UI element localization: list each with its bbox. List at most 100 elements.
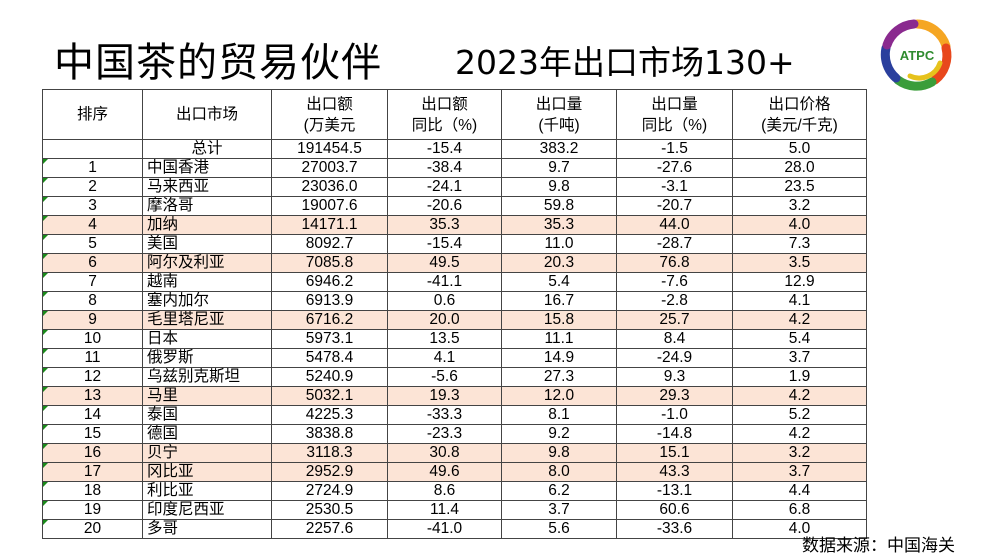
market-text: 越南	[147, 273, 179, 291]
rank-text: 7	[88, 273, 97, 291]
table-row: 6 阿尔及利亚 7085.8 49.5 20.3 76.8 3.5	[42, 253, 867, 273]
cell-rank: 13	[42, 386, 143, 406]
header-line: 同比（%)	[641, 116, 708, 134]
market-text: 马来西亚	[147, 178, 210, 196]
cell-price: 28.0	[732, 158, 867, 178]
value-yoy-text: -24.1	[426, 178, 463, 196]
volume-text: 5.6	[548, 520, 570, 538]
volume-text: 12.0	[543, 387, 575, 405]
price-text: 7.3	[788, 235, 811, 253]
value-yoy-text: -33.3	[426, 406, 463, 424]
total-value-yoy: -15.4	[387, 139, 502, 159]
volume-yoy-text: -2.8	[661, 292, 688, 310]
cell-value: 5973.1	[271, 329, 388, 349]
cell-marker-icon	[43, 425, 48, 430]
cell-marker-icon	[43, 330, 48, 335]
value-text: 4225.3	[305, 406, 354, 424]
market-text: 泰国	[147, 406, 179, 424]
cell-rank: 8	[42, 291, 143, 311]
cell-price: 12.9	[732, 272, 867, 292]
price-text: 3.7	[788, 349, 811, 367]
cell-price: 1.9	[732, 367, 867, 387]
cell-value-yoy: 11.4	[387, 500, 502, 520]
table-total-row: 总计 191454.5 -15.4 383.2 -1.5 5.0	[42, 139, 867, 159]
price-text: 23.5	[784, 178, 815, 196]
cell-market: 阿尔及利亚	[142, 253, 272, 273]
cell-volume-yoy: -13.1	[616, 481, 733, 501]
cell-price: 4.0	[732, 519, 867, 539]
volume-text: 9.7	[548, 159, 570, 177]
cell-value: 23036.0	[271, 177, 388, 197]
slide-subtitle: 2023年出口市场130+	[455, 43, 795, 82]
cell-price: 6.8	[732, 500, 867, 520]
cell-rank: 19	[42, 500, 143, 520]
total-price: 5.0	[732, 139, 867, 159]
table-row: 19 印度尼西亚 2530.5 11.4 3.7 60.6 6.8	[42, 500, 867, 520]
cell-value-yoy: -41.0	[387, 519, 502, 539]
cell-rank: 6	[42, 253, 143, 273]
cell-price: 4.2	[732, 424, 867, 444]
cell-value-yoy: 4.1	[387, 348, 502, 368]
volume-yoy-text: -27.6	[656, 159, 693, 177]
market-text: 加纳	[147, 216, 179, 234]
market-text: 马里	[147, 387, 179, 405]
cell-value-yoy: -41.1	[387, 272, 502, 292]
cell-price: 3.7	[732, 462, 867, 482]
volume-yoy-text: 43.3	[659, 463, 690, 481]
price-text: 3.2	[788, 444, 811, 462]
cell-price: 3.2	[732, 443, 867, 463]
header-value: 出口额 (万美元	[271, 89, 388, 140]
cell-price: 3.7	[732, 348, 867, 368]
price-text: 5.2	[788, 406, 811, 424]
table-row: 15 德国 3838.8 -23.3 9.2 -14.8 4.2	[42, 424, 867, 444]
value-yoy-text: 11.4	[429, 501, 460, 519]
volume-text: 8.1	[548, 406, 570, 424]
value-yoy-text: -20.6	[426, 197, 463, 215]
cell-value: 2952.9	[271, 462, 388, 482]
volume-yoy-text: -20.7	[656, 197, 693, 215]
cell-marker-icon	[43, 254, 48, 259]
cell-rank: 3	[42, 196, 143, 216]
cell-volume: 14.9	[501, 348, 617, 368]
cell-value-yoy: 20.0	[387, 310, 502, 330]
cell-marker-icon	[43, 273, 48, 278]
cell-volume: 16.7	[501, 291, 617, 311]
cell-market: 冈比亚	[142, 462, 272, 482]
volume-yoy-text: 44.0	[659, 216, 690, 234]
cell-volume: 6.2	[501, 481, 617, 501]
price-text: 6.8	[788, 501, 811, 519]
value-text: 19007.6	[301, 197, 358, 215]
cell-value-yoy: 49.5	[387, 253, 502, 273]
cell-volume-yoy: -3.1	[616, 177, 733, 197]
rank-text: 11	[84, 349, 101, 367]
table-row: 9 毛里塔尼亚 6716.2 20.0 15.8 25.7 4.2	[42, 310, 867, 330]
atpc-logo: ATPC	[880, 19, 952, 91]
market-text: 德国	[147, 425, 179, 443]
cell-value: 2724.9	[271, 481, 388, 501]
header-line: 同比（%)	[411, 116, 478, 134]
rank-text: 14	[83, 406, 102, 424]
price-text: 4.2	[788, 387, 811, 405]
cell-market: 马里	[142, 386, 272, 406]
price-text: 4.0	[788, 520, 811, 538]
rank-text: 1	[88, 159, 97, 177]
table-row: 2 马来西亚 23036.0 -24.1 9.8 -3.1 23.5	[42, 177, 867, 197]
table-row: 4 加纳 14171.1 35.3 35.3 44.0 4.0	[42, 215, 867, 235]
rank-text: 6	[88, 254, 97, 272]
header-rank: 排序	[42, 89, 143, 140]
cell-value: 6716.2	[271, 310, 388, 330]
volume-yoy-text: 60.6	[659, 501, 690, 519]
table-row: 5 美国 8092.7 -15.4 11.0 -28.7 7.3	[42, 234, 867, 254]
rank-text: 12	[83, 368, 102, 386]
cell-value-yoy: -24.1	[387, 177, 502, 197]
cell-volume-yoy: -24.9	[616, 348, 733, 368]
value-text: 6716.2	[305, 311, 354, 329]
cell-volume: 35.3	[501, 215, 617, 235]
header-line: 出口量	[651, 95, 698, 113]
value-yoy-text: 30.8	[429, 444, 460, 462]
cell-price: 3.5	[732, 253, 867, 273]
price-text: 3.2	[788, 197, 811, 215]
cell-value-yoy: -38.4	[387, 158, 502, 178]
value-text: 27003.7	[301, 159, 358, 177]
cell-rank: 20	[42, 519, 143, 539]
